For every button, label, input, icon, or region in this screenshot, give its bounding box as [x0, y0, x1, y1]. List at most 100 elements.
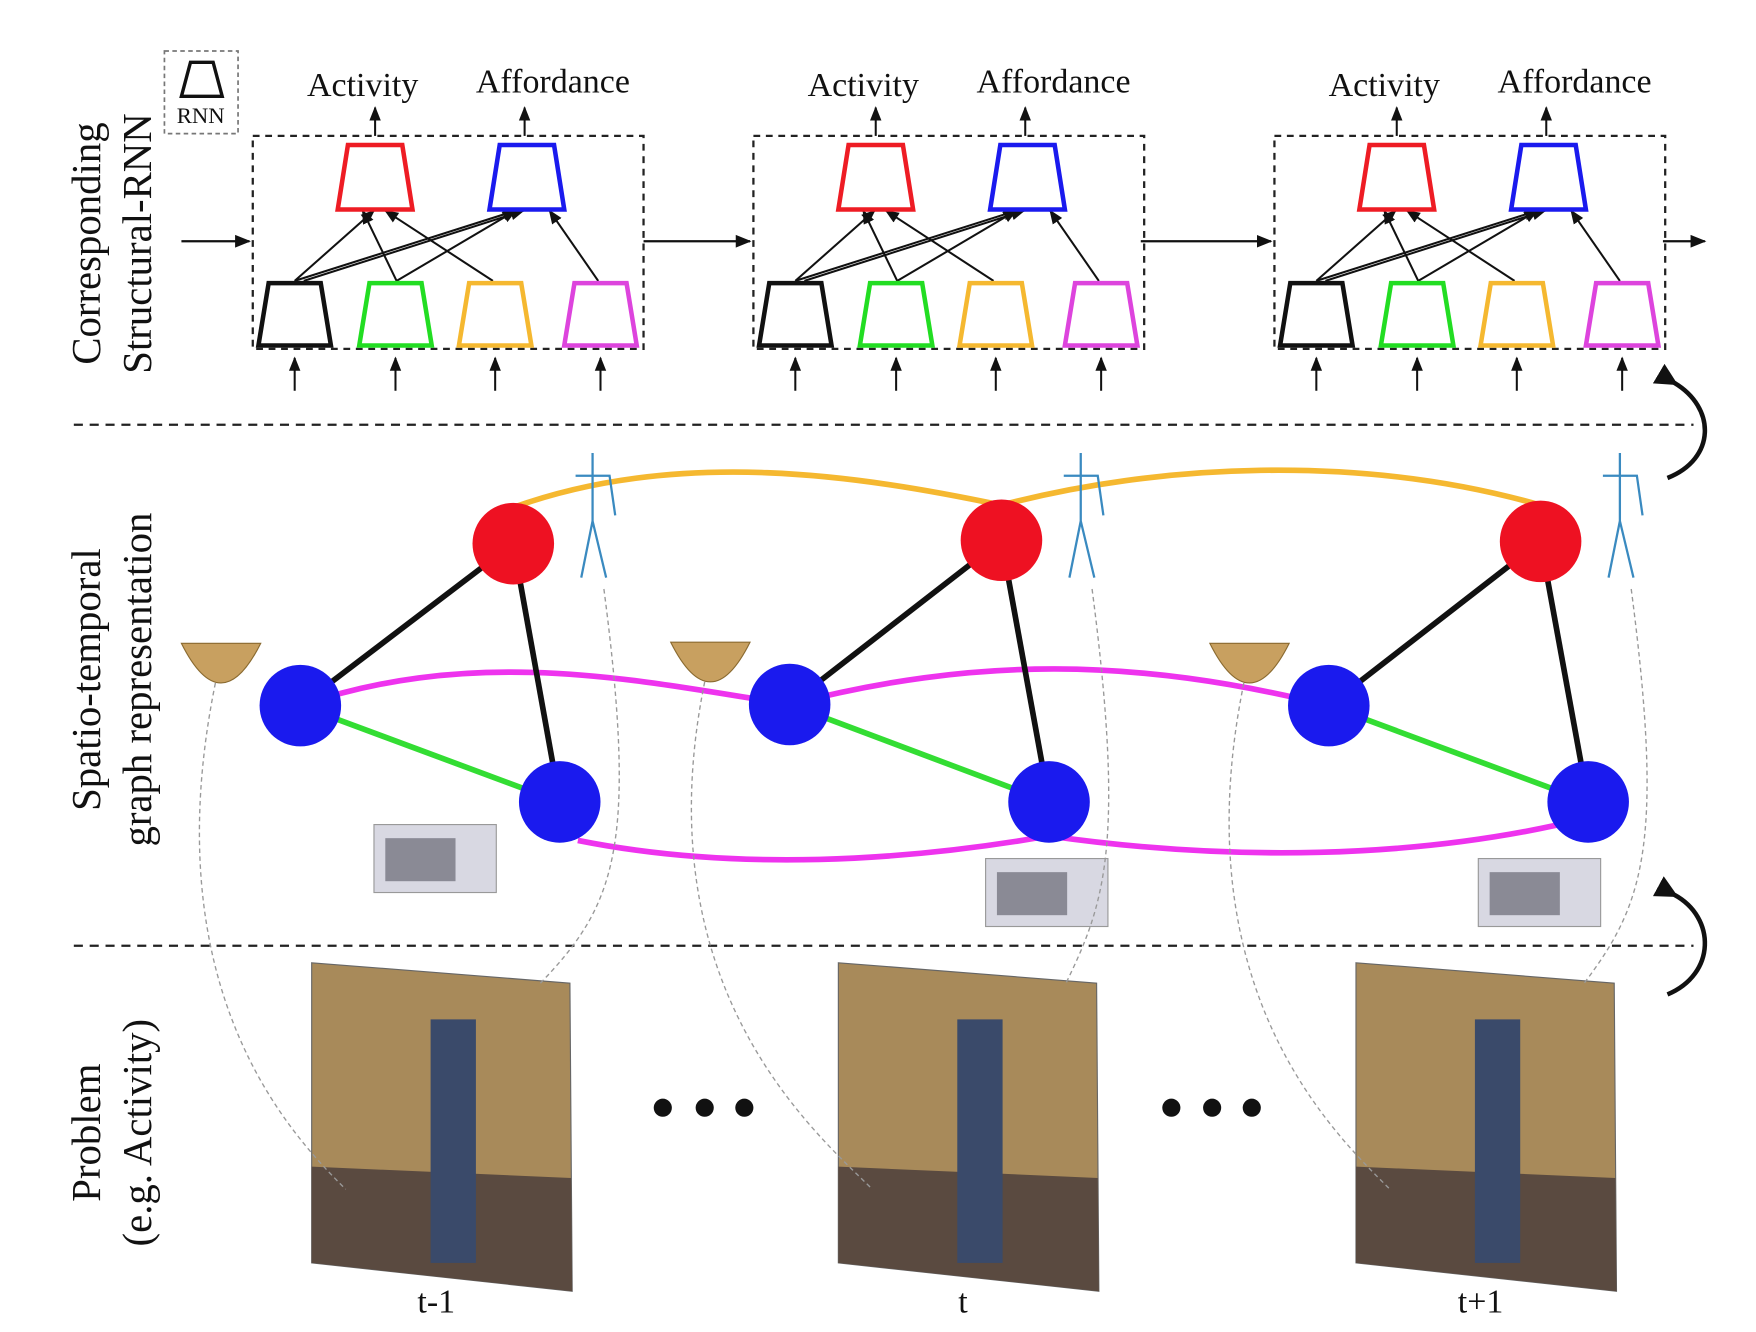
spatial-edge	[788, 701, 1051, 805]
correspondence-line	[1581, 588, 1648, 986]
arrow	[795, 209, 1018, 282]
time-label: t+1	[1458, 1284, 1504, 1321]
rnn-node	[1378, 280, 1457, 348]
object-node	[748, 663, 831, 746]
row-label: (e.g. Activity)	[115, 1019, 160, 1247]
spatial-edge	[1327, 702, 1590, 805]
arrow	[384, 209, 494, 282]
video-frame-person	[430, 1019, 476, 1263]
frame: Activity Affordance	[251, 64, 645, 391]
row-label: Structural-RNN	[115, 113, 160, 373]
spatial-edge	[299, 702, 561, 805]
video-frame-person	[957, 1019, 1003, 1263]
row-label: graph representation	[115, 513, 160, 847]
microwave-window	[1489, 872, 1560, 916]
correspondence-line	[690, 681, 873, 1190]
legend-box	[163, 50, 239, 135]
arrow	[303, 209, 525, 282]
bowl	[180, 642, 262, 684]
srnn-box	[1273, 134, 1667, 350]
rnn-node	[456, 280, 535, 348]
arrow	[1315, 209, 1397, 282]
arrow	[1316, 209, 1539, 282]
arrow	[1570, 209, 1621, 282]
output-label: Affordance	[977, 64, 1131, 101]
rnn-node	[987, 142, 1068, 212]
spatial-edge	[510, 543, 563, 803]
object-node	[1008, 761, 1090, 843]
time-label: t-1	[417, 1284, 455, 1321]
curved-arrow	[1652, 363, 1708, 481]
temporal-edge	[512, 467, 1542, 511]
curved-arrow	[1652, 876, 1708, 997]
arrow	[862, 209, 899, 282]
spatial-edge	[298, 541, 515, 708]
output-label: Activity	[808, 67, 919, 104]
arrow	[548, 209, 600, 282]
rnn-node	[956, 280, 1035, 348]
microwave-window	[996, 872, 1068, 916]
row-label: Corresponding	[64, 122, 109, 364]
arrow	[1325, 209, 1547, 282]
legend-rnn-icon	[179, 60, 225, 98]
human-node	[472, 502, 555, 585]
correspondence-line	[1228, 682, 1391, 1190]
ellipsis-dot	[1203, 1098, 1222, 1117]
ellipsis-dot	[1162, 1098, 1181, 1117]
object-node	[518, 761, 601, 843]
arrow	[896, 209, 1018, 282]
correspondence-line	[1064, 588, 1110, 986]
arrow	[294, 209, 376, 282]
row-label: Spatio-temporal	[64, 548, 109, 811]
arrow	[361, 209, 398, 282]
bowl	[669, 641, 751, 683]
output-label: Activity	[307, 67, 418, 104]
time-label: t	[958, 1284, 968, 1321]
arrow	[396, 209, 517, 282]
human-node	[960, 499, 1043, 582]
rnn-node	[356, 280, 435, 348]
row-label: Problem	[64, 1063, 109, 1201]
arrow	[804, 209, 1026, 282]
bowl	[1208, 642, 1291, 684]
legend-label: RNN	[177, 103, 225, 128]
frame: Activity Affordance	[752, 64, 1146, 391]
arrow	[794, 209, 876, 282]
rnn-node	[857, 280, 936, 348]
output-label: Affordance	[1498, 64, 1652, 101]
srnn-box	[251, 134, 645, 350]
video-frame-person	[1474, 1019, 1521, 1263]
arrow	[294, 209, 517, 282]
microwave-window	[385, 838, 456, 882]
output-label: Activity	[1329, 67, 1440, 104]
ellipsis-dot	[653, 1098, 672, 1117]
arrow	[1049, 209, 1100, 282]
arrow	[1417, 209, 1539, 282]
rnn-node	[835, 142, 916, 212]
rnn-node	[1508, 142, 1589, 212]
rnn-node	[1477, 280, 1556, 348]
spatial-edge	[787, 538, 1004, 707]
frame: Activity Affordance	[1273, 64, 1667, 391]
spatial-edge	[998, 539, 1052, 803]
object-node	[1547, 761, 1629, 843]
ellipsis-dot	[695, 1098, 714, 1117]
arrow	[1383, 209, 1420, 282]
ellipsis-dot	[735, 1098, 754, 1117]
rnn-node	[255, 280, 334, 348]
skeleton	[575, 453, 617, 578]
rnn-node	[756, 280, 835, 348]
skeleton	[1063, 453, 1105, 578]
output-label: Affordance	[476, 64, 630, 101]
rnn-node	[335, 142, 416, 212]
rnn-node	[1356, 142, 1437, 212]
spatial-edge	[1537, 540, 1591, 803]
arrow	[1405, 209, 1516, 282]
object-node	[1288, 664, 1370, 747]
rnn-node	[1062, 280, 1141, 348]
srnn-box	[752, 134, 1146, 350]
rnn-node	[486, 142, 567, 212]
ellipsis-dot	[1242, 1098, 1261, 1117]
